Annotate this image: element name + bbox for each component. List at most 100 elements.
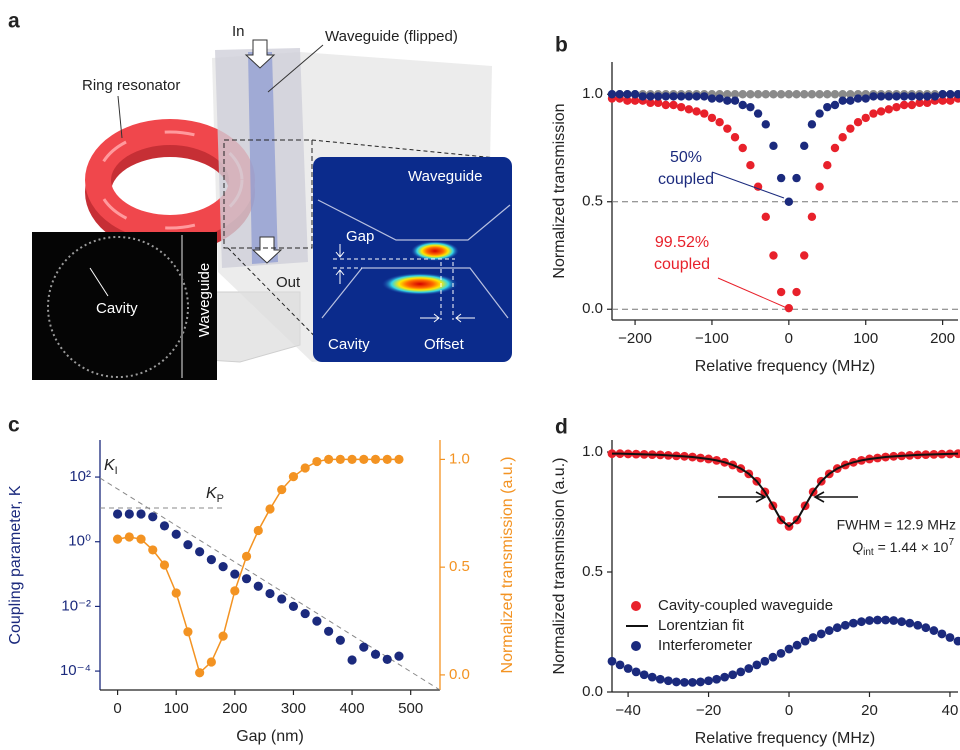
data-point (300, 608, 310, 619)
x-tick-label: 40 (942, 702, 959, 719)
data-point (921, 623, 931, 633)
data-point (370, 454, 381, 464)
x-tick-label: 100 (164, 700, 189, 717)
data-point (897, 617, 907, 627)
data-point (913, 620, 923, 630)
label: Waveguide (196, 263, 213, 338)
series-line (612, 452, 959, 528)
y-axis-label: Normalized transmission (a.u.) (551, 458, 568, 675)
data-point (800, 636, 810, 646)
x-tick-label: −40 (615, 702, 640, 719)
data-point (869, 92, 878, 101)
x-tick-label: 500 (398, 700, 423, 717)
panel-label: d (555, 416, 568, 439)
data-point (846, 90, 855, 99)
data-point (723, 96, 732, 105)
text-part: Q (852, 539, 863, 555)
legend-label: Cavity-coupled waveguide (658, 597, 833, 614)
data-point (728, 670, 738, 680)
x-tick-label: 100 (853, 330, 878, 347)
data-point (171, 588, 181, 598)
annotation: Qint = 1.44 × 107 (852, 537, 954, 558)
x-tick-label: 0 (785, 330, 793, 347)
data-point (830, 143, 840, 153)
data-point (148, 545, 158, 555)
data-point (230, 569, 240, 579)
data-point (838, 133, 847, 142)
data-point (730, 90, 740, 99)
data-point (359, 454, 369, 464)
data-point (696, 677, 705, 687)
data-point (945, 633, 955, 642)
data-point (646, 92, 655, 101)
data-point (265, 504, 275, 514)
x-axis-label: Relative frequency (MHz) (695, 730, 876, 747)
data-point (865, 616, 874, 625)
data-point (853, 118, 863, 127)
micrograph (32, 232, 217, 380)
label: In (232, 23, 245, 40)
data-point (241, 574, 252, 584)
data-point (776, 287, 786, 297)
data-point (768, 652, 778, 662)
data-point (288, 601, 299, 612)
y-axis-label: Coupling parameter, K (7, 485, 24, 645)
data-point (382, 454, 392, 464)
data-point (136, 534, 146, 544)
y-tick-label: 0.5 (582, 563, 603, 580)
data-point (639, 670, 649, 680)
panel-label: b (555, 34, 568, 57)
data-point (815, 90, 824, 99)
data-point (661, 92, 671, 101)
data-point (857, 617, 866, 627)
data-point (915, 98, 924, 108)
data-point (241, 551, 252, 561)
data-point (848, 618, 858, 628)
annotation: coupled (654, 256, 710, 273)
zoom-box (223, 139, 313, 249)
data-point (218, 562, 228, 572)
data-point (738, 143, 747, 153)
x-tick-label: −100 (695, 330, 729, 347)
text-part: 7 (948, 537, 954, 548)
data-point (816, 629, 826, 639)
data-point (653, 98, 663, 108)
y-tick-label: 0.0 (582, 300, 603, 317)
mode-waveguide (411, 241, 459, 261)
data-point (892, 102, 901, 112)
y-axis-label: Normalized transmission (551, 103, 568, 278)
data-point (746, 102, 755, 112)
data-point (753, 109, 763, 118)
data-point (899, 100, 909, 110)
data-point (112, 534, 123, 544)
zoom-line (311, 139, 497, 159)
data-point (253, 581, 263, 591)
data-point (744, 664, 754, 673)
data-point (647, 672, 657, 682)
data-point (638, 92, 647, 101)
data-point (707, 94, 717, 103)
data-point (218, 631, 228, 641)
data-point (915, 92, 924, 101)
data-point (148, 512, 158, 522)
data-point (953, 636, 960, 646)
guide-line (99, 477, 441, 691)
data-point (752, 660, 762, 670)
data-point (923, 92, 932, 101)
data-point (746, 161, 755, 170)
data-point (876, 92, 886, 101)
data-point (761, 212, 770, 221)
legend-label: Interferometer (658, 637, 752, 654)
data-point (792, 640, 802, 650)
data-point (347, 655, 357, 665)
text-part: K (206, 485, 218, 502)
text-part: K (104, 457, 116, 474)
annotation-pointer (711, 171, 785, 199)
data-point (671, 677, 681, 687)
data-point (630, 90, 640, 99)
legend-marker (631, 641, 641, 651)
data-point (938, 90, 947, 99)
x-axis-label: Gap (nm) (236, 728, 304, 745)
waveguide (248, 52, 278, 264)
data-point (183, 540, 193, 550)
